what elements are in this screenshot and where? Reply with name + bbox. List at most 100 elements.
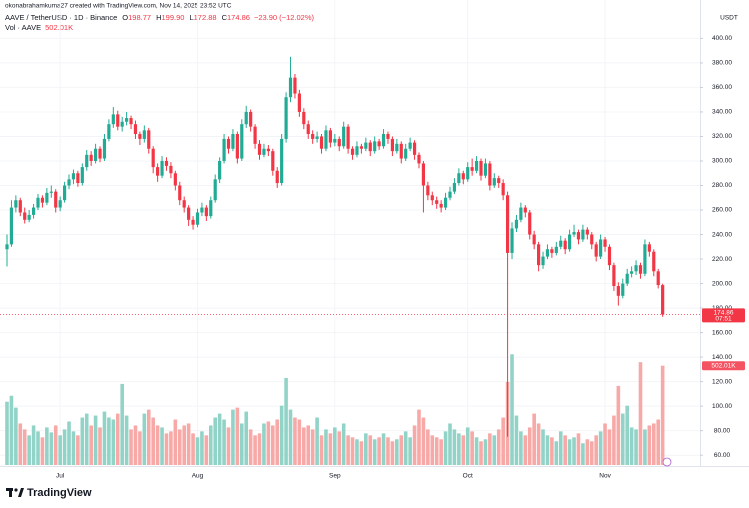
candle-body bbox=[262, 148, 266, 155]
candle-body bbox=[18, 200, 22, 213]
candle-body bbox=[373, 141, 377, 152]
candle-body bbox=[523, 207, 527, 213]
volume-badge bbox=[702, 361, 745, 371]
volume-bar bbox=[412, 425, 417, 465]
change-value: −23.90 (−12.02%) bbox=[254, 13, 315, 22]
volume-bar bbox=[426, 429, 430, 465]
volume-bar bbox=[195, 437, 200, 465]
candle-body bbox=[315, 136, 319, 139]
candle-body bbox=[386, 134, 390, 139]
candle-body bbox=[302, 111, 306, 125]
volume-bar bbox=[89, 425, 93, 465]
y-tick-label: 400.00 bbox=[712, 35, 732, 42]
volume-bar bbox=[288, 409, 293, 465]
volume-bar bbox=[133, 425, 138, 465]
volume-bar bbox=[213, 417, 218, 465]
volume-bar bbox=[129, 429, 133, 465]
volume-bar bbox=[576, 433, 581, 465]
volume-bar bbox=[647, 425, 652, 465]
ohlc-key: L bbox=[189, 13, 193, 22]
volume-bar bbox=[71, 431, 76, 465]
y-tick-label: 100.00 bbox=[712, 403, 732, 410]
candle-body bbox=[76, 173, 80, 184]
candle-body bbox=[173, 173, 177, 186]
volume-bar bbox=[567, 439, 572, 465]
volume-bar bbox=[169, 431, 173, 465]
volume-bar bbox=[625, 405, 629, 465]
candle-body bbox=[116, 114, 120, 127]
volume-bar bbox=[84, 413, 89, 465]
volume-bar bbox=[160, 427, 164, 465]
candle-body bbox=[40, 197, 45, 203]
volume-bar bbox=[603, 423, 607, 465]
volume-bar bbox=[554, 441, 559, 465]
candle-body bbox=[311, 134, 315, 139]
candle-body bbox=[545, 249, 550, 257]
candle-body bbox=[656, 271, 660, 286]
volume-value: 502.01K bbox=[45, 23, 73, 32]
volume-bar bbox=[439, 439, 443, 465]
volume-bar bbox=[14, 407, 18, 465]
candle-body bbox=[94, 148, 98, 161]
volume-bar bbox=[297, 419, 302, 465]
candle-body bbox=[226, 138, 231, 149]
candle-body bbox=[209, 200, 213, 217]
volume-bar bbox=[217, 413, 222, 465]
volume-bar bbox=[279, 405, 284, 465]
candle-body bbox=[634, 265, 638, 272]
candle-body bbox=[412, 142, 417, 155]
x-tick-label: Oct bbox=[463, 473, 473, 480]
y-tick-label: 380.00 bbox=[712, 60, 732, 67]
candle-body bbox=[62, 185, 67, 201]
volume-bar bbox=[293, 417, 297, 465]
candle-body bbox=[240, 124, 244, 159]
candle-body bbox=[67, 179, 71, 186]
volume-bar bbox=[372, 439, 377, 465]
candle-body bbox=[505, 195, 510, 253]
volume-bar bbox=[67, 421, 71, 465]
volume-bar bbox=[581, 443, 585, 465]
candle-body bbox=[528, 212, 532, 235]
volume-bar bbox=[364, 433, 368, 465]
volume-bar bbox=[98, 427, 102, 465]
volume-bar bbox=[651, 423, 656, 465]
x-tick-label: Sep bbox=[329, 473, 341, 480]
candle-body bbox=[111, 114, 115, 125]
candle-body bbox=[288, 77, 293, 98]
volume-bar bbox=[58, 435, 62, 465]
volume-bar bbox=[22, 429, 27, 465]
volume-bar bbox=[545, 435, 550, 465]
candle-body bbox=[452, 183, 457, 192]
volume-bar bbox=[49, 432, 54, 465]
y-tick-label: 280.00 bbox=[712, 182, 732, 189]
candle-body bbox=[125, 118, 129, 122]
x-tick-label: Aug bbox=[192, 473, 204, 480]
volume-bar bbox=[399, 435, 404, 465]
y-tick-label: 160.00 bbox=[712, 329, 732, 336]
candle-body bbox=[337, 138, 341, 147]
volume-bar bbox=[421, 417, 426, 465]
volume-bar bbox=[266, 421, 271, 465]
volume-bar bbox=[186, 423, 191, 465]
volume-bar bbox=[191, 433, 195, 465]
volume-bar bbox=[200, 431, 204, 465]
candle-body bbox=[576, 232, 581, 240]
ohlc-key: H bbox=[156, 13, 161, 22]
volume-name: Vol · AAVE bbox=[5, 23, 41, 32]
volume-bar bbox=[386, 437, 390, 465]
volume-bar bbox=[448, 423, 452, 465]
volume-bar bbox=[607, 429, 612, 465]
candle-body bbox=[9, 207, 14, 245]
candle-body bbox=[457, 173, 461, 184]
volume-bar bbox=[315, 417, 319, 465]
volume-bar bbox=[465, 427, 470, 465]
volume-bar bbox=[620, 413, 625, 465]
candle-body bbox=[133, 124, 138, 135]
candle-body bbox=[120, 121, 124, 127]
candle-body bbox=[359, 146, 363, 149]
y-tick-label: 200.00 bbox=[712, 280, 732, 287]
volume-bar bbox=[231, 409, 235, 465]
candle-body bbox=[54, 191, 58, 208]
candle-body bbox=[390, 138, 395, 152]
volume-bar bbox=[527, 427, 532, 465]
